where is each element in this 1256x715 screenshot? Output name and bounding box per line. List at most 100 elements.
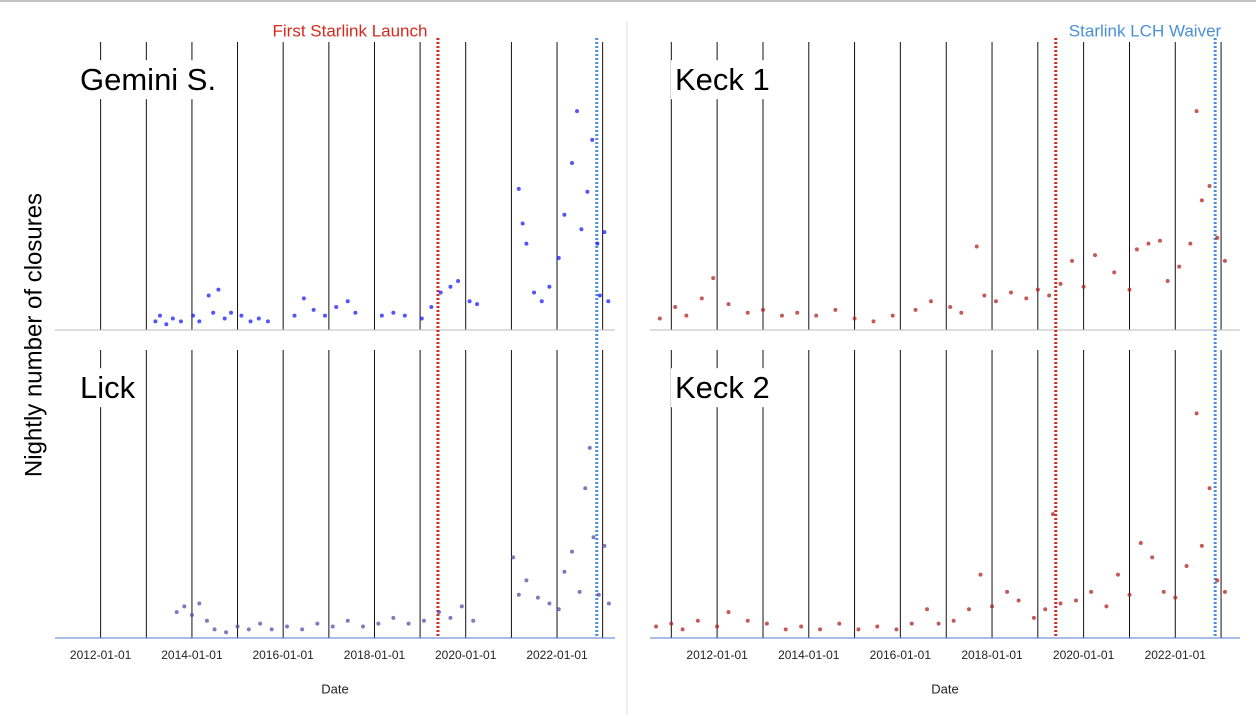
- point: [591, 535, 596, 540]
- point: [909, 621, 914, 626]
- point: [925, 607, 930, 612]
- point: [761, 307, 766, 312]
- point: [419, 316, 424, 321]
- point: [547, 601, 552, 606]
- point: [376, 621, 381, 626]
- point: [1146, 241, 1151, 246]
- point: [1199, 543, 1204, 548]
- point: [990, 604, 995, 609]
- point: [157, 313, 162, 318]
- point: [1188, 241, 1193, 246]
- point: [837, 621, 842, 626]
- point: [212, 627, 217, 632]
- point: [556, 607, 561, 612]
- panel-title: Keck 1: [675, 62, 770, 97]
- point: [562, 212, 567, 217]
- point: [1093, 253, 1098, 258]
- point: [301, 296, 306, 301]
- point: [1177, 264, 1182, 269]
- point: [575, 109, 580, 114]
- point: [993, 299, 998, 304]
- point: [520, 221, 525, 226]
- x-tick-label: 2014-01-01: [778, 648, 840, 662]
- point: [524, 578, 529, 583]
- point: [1222, 589, 1227, 594]
- point: [191, 313, 196, 318]
- point: [292, 313, 297, 318]
- point: [311, 307, 316, 312]
- point: [269, 627, 274, 632]
- point: [1112, 270, 1117, 275]
- point: [974, 244, 979, 249]
- panel-title: Lick: [80, 370, 136, 405]
- point: [978, 572, 983, 577]
- point: [745, 618, 750, 623]
- point: [471, 618, 476, 623]
- point: [222, 316, 227, 321]
- point: [406, 621, 411, 626]
- point: [323, 313, 328, 318]
- point: [1173, 595, 1178, 600]
- point: [1081, 284, 1086, 289]
- point: [532, 290, 537, 295]
- point: [833, 307, 838, 312]
- x-tick-label: 2020-01-01: [435, 648, 497, 662]
- point: [1222, 258, 1227, 263]
- point: [1199, 198, 1204, 203]
- point: [379, 313, 384, 318]
- point: [673, 304, 678, 309]
- point: [516, 186, 521, 191]
- point: [1089, 589, 1094, 594]
- x-tick-label: 2018-01-01: [344, 648, 406, 662]
- point: [726, 302, 731, 307]
- point: [684, 313, 689, 318]
- point: [1127, 287, 1132, 292]
- point: [606, 299, 611, 304]
- point: [448, 284, 453, 289]
- panel-title-bg: [671, 368, 774, 408]
- point: [871, 319, 876, 324]
- point: [421, 618, 426, 623]
- point: [429, 304, 434, 309]
- point: [890, 313, 895, 318]
- point: [1047, 293, 1052, 298]
- point: [239, 313, 244, 318]
- point: [170, 316, 175, 321]
- point: [511, 555, 516, 560]
- point: [1127, 592, 1132, 597]
- point: [258, 621, 263, 626]
- point: [178, 319, 183, 324]
- point: [456, 279, 461, 284]
- point: [438, 290, 443, 295]
- point: [197, 601, 202, 606]
- point: [256, 316, 261, 321]
- point: [1050, 512, 1055, 517]
- point: [360, 624, 365, 629]
- point: [1008, 290, 1013, 295]
- point: [174, 610, 179, 615]
- point: [948, 304, 953, 309]
- point: [1134, 247, 1139, 252]
- x-tick-label: 2018-01-01: [961, 648, 1023, 662]
- point: [1215, 235, 1220, 240]
- point: [211, 310, 216, 315]
- point: [265, 319, 270, 324]
- point: [1207, 184, 1212, 188]
- point: [459, 604, 464, 609]
- point: [556, 256, 561, 260]
- point: [894, 627, 899, 632]
- point: [856, 627, 861, 632]
- point: [1161, 589, 1166, 594]
- point: [436, 610, 441, 615]
- point: [467, 299, 472, 304]
- point: [913, 307, 918, 312]
- point: [1005, 589, 1010, 594]
- x-tick-label: 2016-01-01: [870, 648, 932, 662]
- point: [1138, 540, 1143, 545]
- point: [799, 624, 804, 629]
- x-axis-label: Date: [931, 681, 958, 696]
- point: [587, 445, 592, 450]
- point: [153, 319, 158, 324]
- point: [562, 569, 567, 574]
